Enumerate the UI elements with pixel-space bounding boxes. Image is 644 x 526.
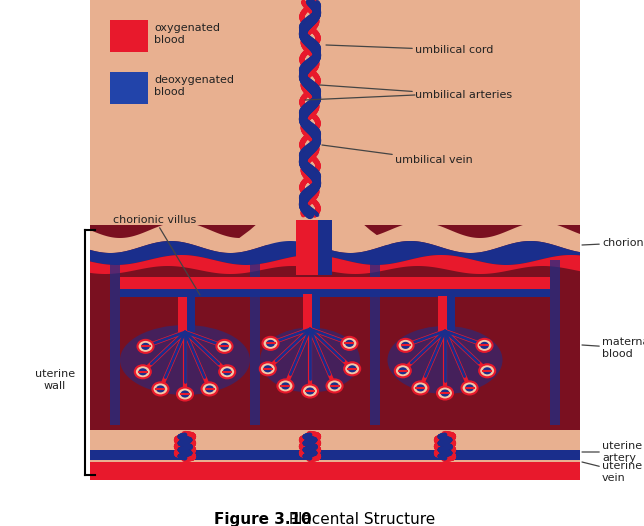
Bar [187,297,195,332]
Ellipse shape [216,340,232,353]
Ellipse shape [202,382,218,396]
Ellipse shape [260,362,276,376]
Ellipse shape [437,387,453,400]
Ellipse shape [348,365,357,372]
Bar [90,225,580,430]
Ellipse shape [135,365,151,378]
Bar [250,260,260,425]
Text: umbilical arteries: umbilical arteries [320,85,512,100]
Text: umbilical vein: umbilical vein [322,145,473,165]
Ellipse shape [397,339,413,352]
Ellipse shape [483,367,491,375]
Text: uterine
wall: uterine wall [35,369,75,391]
Bar [110,72,148,104]
Ellipse shape [153,382,169,396]
Ellipse shape [220,343,229,350]
Text: chorion: chorion [582,238,643,248]
Ellipse shape [416,385,425,391]
Bar [90,462,580,472]
Polygon shape [90,255,580,274]
Text: uterine
artery: uterine artery [582,441,642,463]
Ellipse shape [480,342,489,349]
Ellipse shape [281,382,290,390]
Ellipse shape [388,326,502,394]
Text: Figure 3.10: Figure 3.10 [214,512,312,526]
Bar [370,260,380,425]
Ellipse shape [263,337,279,350]
Polygon shape [90,222,580,253]
Text: chorionic villus: chorionic villus [113,215,200,295]
Ellipse shape [278,379,294,392]
Ellipse shape [138,340,153,353]
Ellipse shape [219,365,235,378]
Ellipse shape [401,342,410,349]
Ellipse shape [263,365,272,372]
Ellipse shape [180,390,189,398]
Ellipse shape [223,368,232,376]
Ellipse shape [306,388,314,394]
Ellipse shape [399,367,407,375]
Ellipse shape [345,340,354,347]
Bar [120,277,550,289]
Bar [110,20,148,52]
Bar [110,260,120,425]
Bar [120,289,550,297]
Text: deoxygenated
blood: deoxygenated blood [154,75,234,97]
Polygon shape [230,195,390,245]
Bar [303,294,317,329]
Ellipse shape [395,365,411,377]
Bar [178,297,192,332]
Polygon shape [90,241,580,265]
Text: oxygenated
blood: oxygenated blood [154,23,220,45]
Ellipse shape [341,337,357,350]
Text: Placental Structure: Placental Structure [284,512,435,526]
Bar [90,450,580,460]
Bar [312,294,320,329]
Ellipse shape [344,362,360,376]
Bar [318,220,332,275]
Bar [296,220,324,275]
Ellipse shape [477,339,493,352]
Ellipse shape [440,389,450,397]
Ellipse shape [302,385,318,398]
Ellipse shape [465,385,474,391]
Ellipse shape [266,340,275,347]
Ellipse shape [156,386,165,392]
Text: uterine
vein: uterine vein [582,461,642,483]
Ellipse shape [205,386,214,392]
Bar [447,296,455,331]
Ellipse shape [120,325,250,395]
Ellipse shape [141,343,150,350]
Bar [90,430,580,480]
Ellipse shape [177,388,193,400]
Ellipse shape [327,379,343,392]
Ellipse shape [330,382,339,390]
Ellipse shape [138,368,147,376]
Bar [90,472,580,480]
Ellipse shape [462,381,478,394]
Bar [90,0,580,235]
Bar [290,0,330,230]
Bar [550,260,560,425]
Bar [438,296,452,331]
Text: maternal
blood: maternal blood [582,337,644,359]
Ellipse shape [479,365,495,377]
Ellipse shape [260,328,360,392]
Text: umbilical cord: umbilical cord [326,45,493,55]
Ellipse shape [412,381,428,394]
